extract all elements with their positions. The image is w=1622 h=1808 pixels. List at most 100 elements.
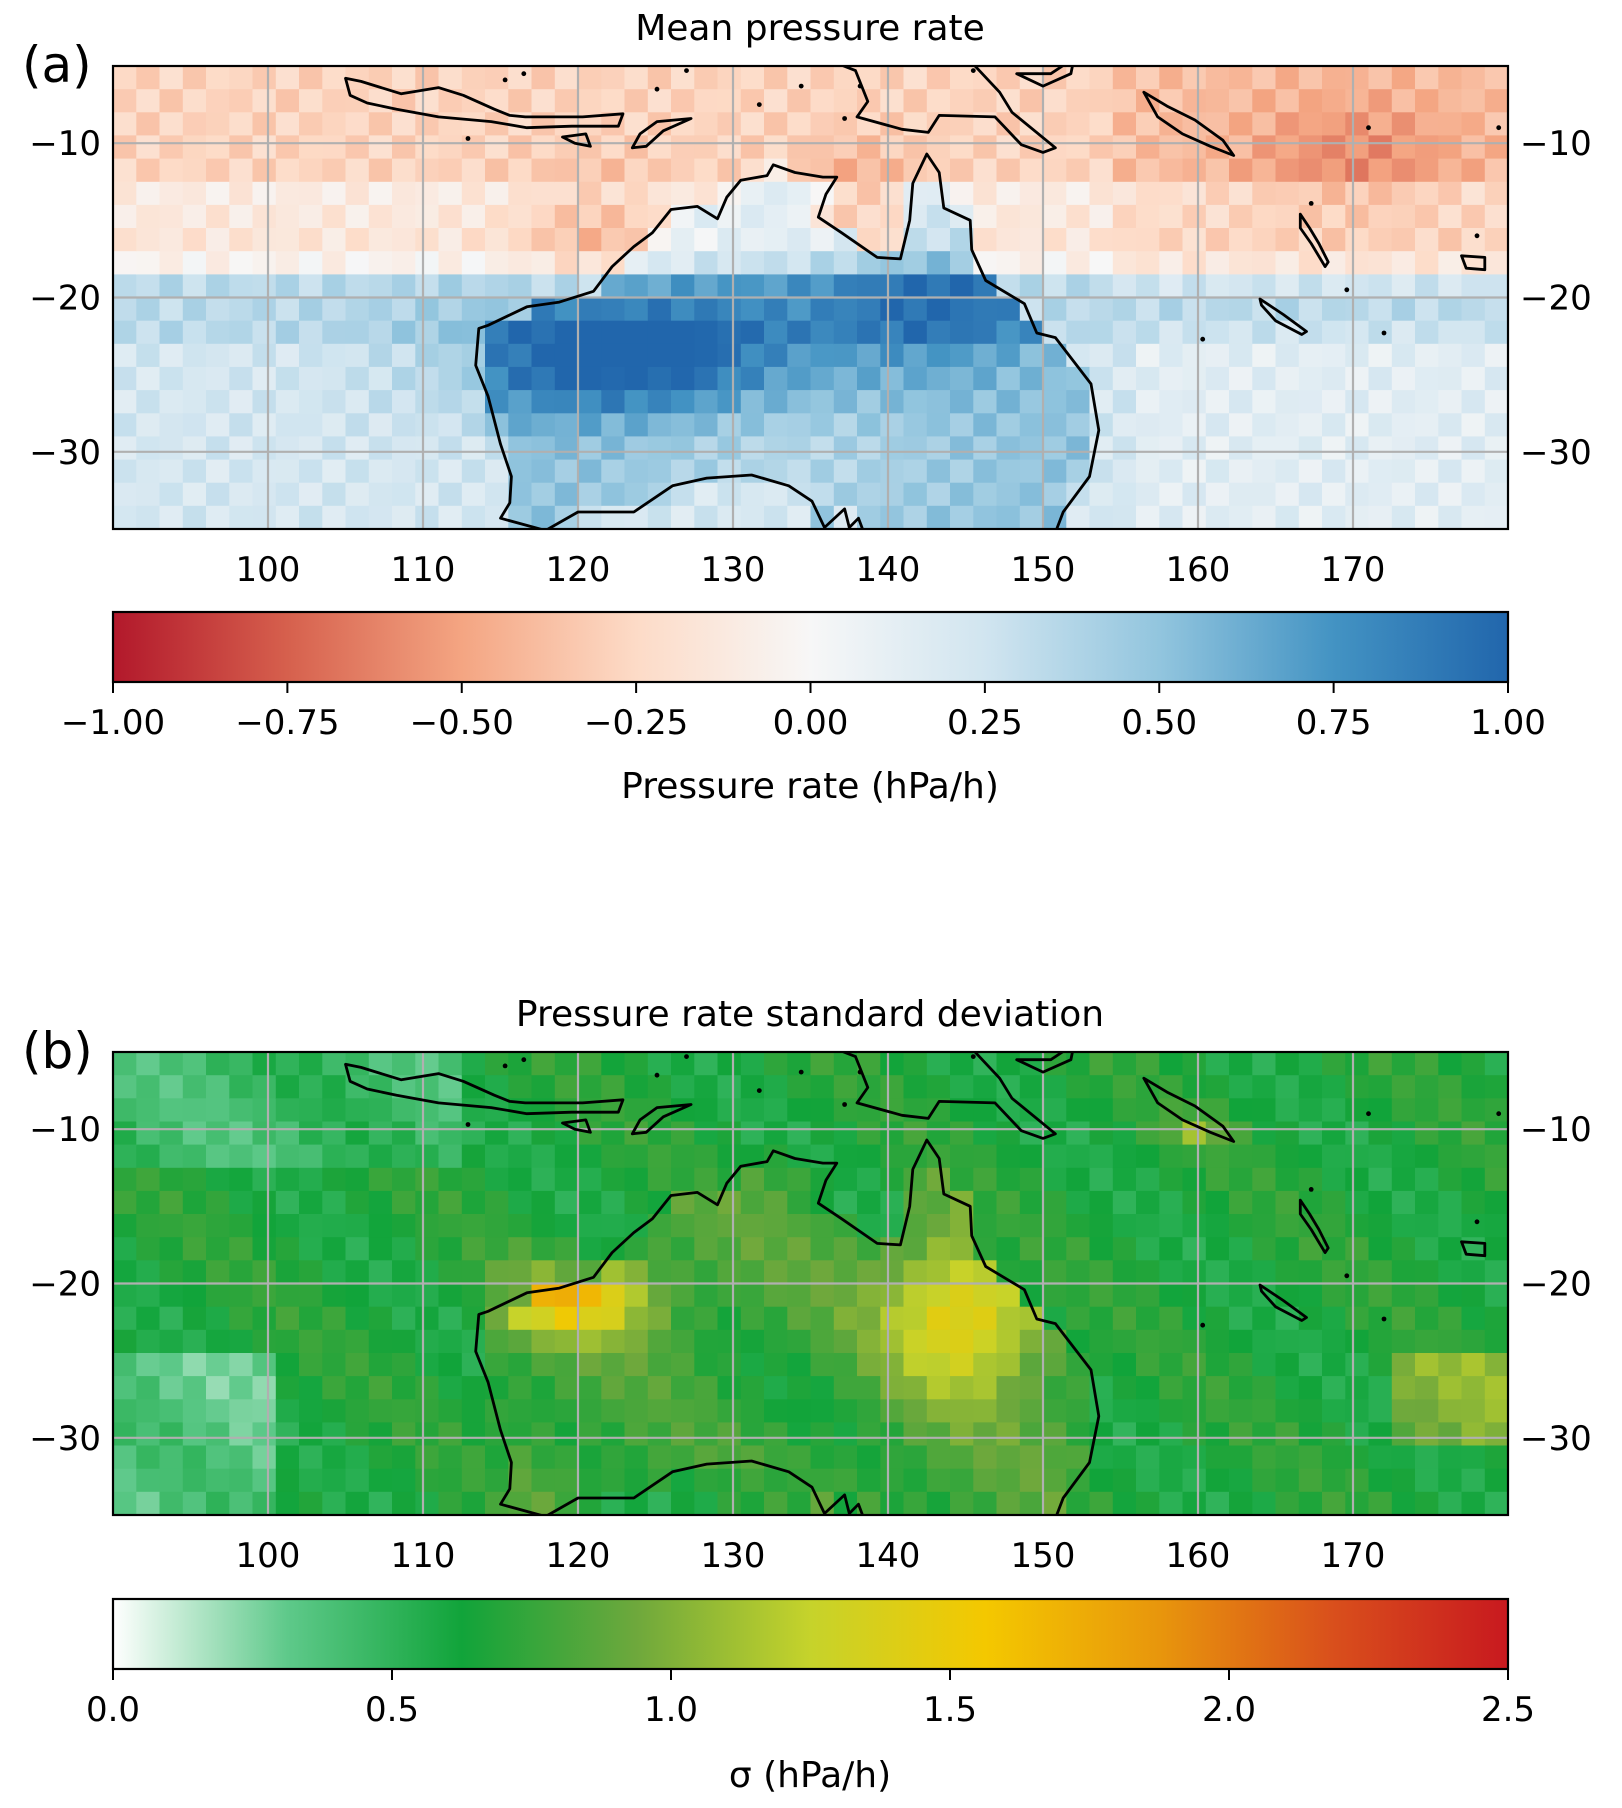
- heatmap-cell: [1368, 1283, 1393, 1308]
- heatmap-cell: [299, 1260, 323, 1285]
- heatmap-cell: [1368, 1190, 1393, 1215]
- heatmap-cell: [671, 482, 695, 507]
- heatmap-cell: [787, 89, 812, 113]
- heatmap-cell: [415, 1167, 440, 1192]
- heatmap-cell: [1043, 1283, 1067, 1308]
- heatmap-cell: [903, 297, 928, 322]
- heatmap-cell: [392, 459, 416, 484]
- heatmap-cell: [1275, 1052, 1300, 1076]
- heatmap-cell: [1461, 436, 1486, 461]
- heatmap-cell: [1391, 1468, 1416, 1493]
- heatmap-cell: [1252, 1144, 1277, 1169]
- heatmap-cell: [1043, 1167, 1067, 1192]
- heatmap-cell: [345, 181, 370, 206]
- heatmap-cell: [1438, 228, 1463, 252]
- heatmap-cell: [926, 66, 951, 90]
- heatmap-cell: [1484, 1075, 1508, 1099]
- heatmap-cell: [647, 1052, 672, 1076]
- heatmap-cell: [671, 158, 695, 183]
- heatmap-cell: [926, 1353, 951, 1377]
- heatmap-cell: [740, 1052, 765, 1076]
- heatmap-cell: [136, 1353, 161, 1377]
- heatmap-cell: [368, 1237, 393, 1261]
- heatmap-cell: [252, 228, 277, 252]
- heatmap-cell: [857, 1491, 881, 1515]
- heatmap-cell: [229, 1237, 254, 1261]
- heatmap-cell: [764, 320, 788, 345]
- heatmap-cell: [275, 228, 300, 252]
- heatmap-cell: [182, 482, 207, 507]
- heatmap-cell: [810, 1306, 835, 1331]
- heatmap-cell: [485, 66, 509, 90]
- heatmap-cell: [880, 1260, 905, 1285]
- heatmap-cell: [1275, 1144, 1300, 1169]
- heatmap-cell: [671, 366, 695, 391]
- heatmap-cell: [1368, 390, 1393, 414]
- heatmap-cell: [1205, 1422, 1230, 1447]
- heatmap-cell: [322, 1306, 347, 1331]
- heatmap-cell: [392, 1098, 416, 1123]
- heatmap-cell: [275, 1491, 300, 1515]
- heatmap-cell: [717, 297, 742, 322]
- heatmap-cell: [531, 274, 556, 299]
- heatmap-cell: [299, 181, 323, 206]
- heatmap-cell: [1229, 1260, 1253, 1285]
- heatmap-cell: [508, 1190, 533, 1215]
- colorbar-tick-label: 0.75: [1296, 703, 1372, 743]
- heatmap-cell: [1043, 1306, 1067, 1331]
- heatmap-cell: [624, 1468, 649, 1493]
- heatmap-cell: [159, 413, 184, 438]
- heatmap-cell: [1136, 1214, 1160, 1238]
- heatmap-cell: [1043, 274, 1067, 299]
- heatmap-cell: [252, 505, 277, 529]
- heatmap-cell: [1391, 158, 1416, 183]
- heatmap-cell: [1159, 135, 1184, 160]
- colorbar: −1.00 −0.75 −0.50 −0.25 0.00 0.25 0.50 0.75 1.00…: [61, 610, 1546, 807]
- heatmap-cell: [229, 343, 254, 368]
- heatmap-cell: [601, 1306, 626, 1331]
- heatmap-cell: [531, 1052, 556, 1076]
- heatmap-cell: [392, 1121, 416, 1146]
- heatmap-cell: [322, 482, 347, 507]
- heatmap-cell: [136, 320, 161, 345]
- colorbar-tick-label: 0.00: [773, 703, 849, 743]
- heatmap-cell: [1484, 436, 1508, 461]
- heatmap-cell: [810, 413, 835, 438]
- heatmap-cell: [392, 1052, 416, 1076]
- heatmap-cell: [973, 158, 998, 183]
- heatmap-cell: [299, 1376, 323, 1400]
- heatmap-cell: [694, 66, 719, 90]
- heatmap-cell: [1112, 181, 1137, 206]
- heatmap-cell: [717, 1190, 742, 1215]
- heatmap-cell: [833, 390, 858, 414]
- x-tick-labels: 100 110 120 130 140 150 160 170: [236, 1536, 1386, 1576]
- heatmap-cell: [787, 1353, 812, 1377]
- heatmap-cell: [1043, 1260, 1067, 1285]
- heatmap-cell: [1043, 1353, 1067, 1377]
- heatmap-cell: [275, 135, 300, 160]
- heatmap-cell: [740, 1353, 765, 1377]
- heatmap-cell: [764, 1237, 788, 1261]
- heatmap-cell: [787, 436, 812, 461]
- heatmap-cell: [345, 482, 370, 507]
- heatmap-cell: [1182, 1052, 1207, 1076]
- heatmap-cell: [764, 1353, 788, 1377]
- heatmap-cell: [299, 1399, 323, 1424]
- heatmap-cell: [1252, 158, 1277, 183]
- heatmap-cell: [717, 135, 742, 160]
- heatmap-cell: [1322, 343, 1346, 368]
- heatmap-cell: [113, 1491, 137, 1515]
- heatmap-cell: [624, 1237, 649, 1261]
- heatmap-cell: [1461, 482, 1486, 507]
- heatmap-cell: [554, 1283, 579, 1308]
- heatmap-cell: [903, 1167, 928, 1192]
- heatmap-cell: [1484, 204, 1508, 229]
- heatmap-cell: [206, 366, 230, 391]
- heatmap-cell: [1368, 1329, 1393, 1354]
- heatmap-cell: [368, 1260, 393, 1285]
- heatmap-cell: [996, 251, 1021, 275]
- heatmap-cell: [438, 1353, 463, 1377]
- heatmap-cell: [1461, 343, 1486, 368]
- heatmap-cell: [1391, 1445, 1416, 1470]
- heatmap-cell: [206, 482, 230, 507]
